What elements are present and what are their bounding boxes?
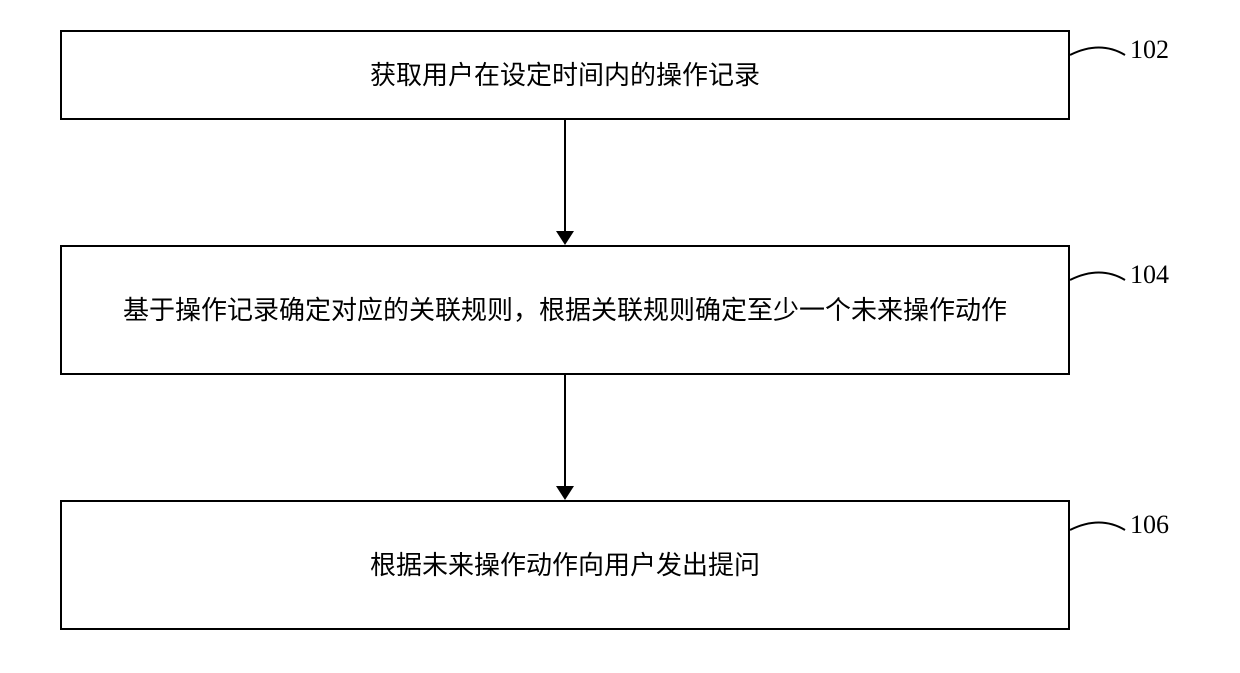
flow-node-3: 根据未来操作动作向用户发出提问: [60, 500, 1070, 630]
flow-node-2: 基于操作记录确定对应的关联规则，根据关联规则确定至少一个未来操作动作: [60, 245, 1070, 375]
flow-node-3-text: 根据未来操作动作向用户发出提问: [370, 546, 760, 585]
flow-node-1-text: 获取用户在设定时间内的操作记录: [370, 56, 760, 95]
step-label-3: 106: [1130, 510, 1169, 540]
arrow-1-2-line: [564, 120, 566, 231]
step-label-1: 102: [1130, 35, 1169, 65]
arrow-2-3-head: [556, 486, 574, 500]
arrow-1-2-head: [556, 231, 574, 245]
flowchart-canvas: 获取用户在设定时间内的操作记录 102 基于操作记录确定对应的关联规则，根据关联…: [0, 0, 1240, 673]
flow-node-1: 获取用户在设定时间内的操作记录: [60, 30, 1070, 120]
callout-3: [1070, 505, 1130, 545]
arrow-2-3-line: [564, 375, 566, 486]
callout-1: [1070, 30, 1130, 70]
step-label-2: 104: [1130, 260, 1169, 290]
flow-node-2-text: 基于操作记录确定对应的关联规则，根据关联规则确定至少一个未来操作动作: [123, 291, 1007, 330]
callout-2: [1070, 255, 1130, 295]
